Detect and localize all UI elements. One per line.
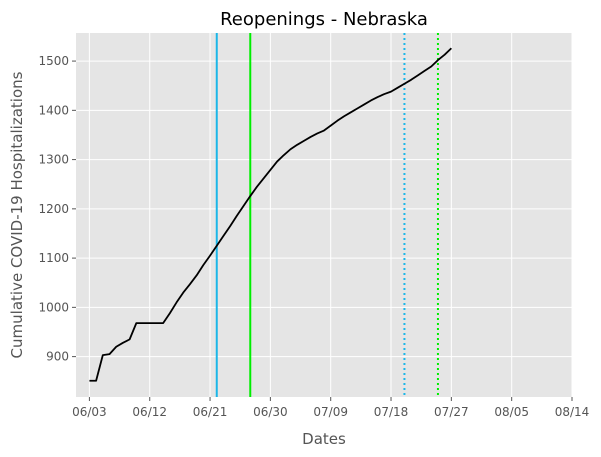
x-tick-label: 06/03 — [72, 405, 107, 419]
y-axis-ticks: 900 1000 1100 1200 1300 1400 1500 — [38, 54, 76, 364]
event-lines — [215, 33, 439, 397]
series-layer — [89, 47, 452, 382]
x-axis-label: Dates — [302, 430, 346, 448]
y-axis-label: Cumulative COVID-19 Hospitalizations — [8, 71, 26, 358]
series-line — [89, 47, 452, 382]
x-tick-label: 07/18 — [374, 405, 409, 419]
y-tick-label: 1000 — [38, 300, 69, 314]
y-tick-label: 1500 — [38, 54, 69, 68]
y-tick-label: 1400 — [38, 103, 69, 117]
x-tick-label: 07/27 — [434, 405, 469, 419]
plot-area — [76, 33, 572, 397]
x-tick-label: 07/09 — [313, 405, 348, 419]
y-tick-label: 1300 — [38, 153, 69, 167]
y-tick-label: 1200 — [38, 202, 69, 216]
x-tick-label: 08/14 — [555, 405, 590, 419]
x-tick-label: 06/12 — [132, 405, 167, 419]
x-axis-ticks: 06/03 06/12 06/21 06/30 07/09 07/18 07/27 08/05… — [72, 397, 589, 419]
x-tick-label: 08/05 — [494, 405, 529, 419]
x-tick-label: 06/30 — [253, 405, 288, 419]
x-gridlines — [88, 33, 573, 397]
y-tick-label: 1100 — [38, 251, 69, 265]
chart-title: Reopenings - Nebraska — [220, 9, 428, 30]
x-tick-label: 06/21 — [193, 405, 228, 419]
y-tick-label: 900 — [46, 350, 69, 364]
y-gridlines — [76, 60, 572, 358]
